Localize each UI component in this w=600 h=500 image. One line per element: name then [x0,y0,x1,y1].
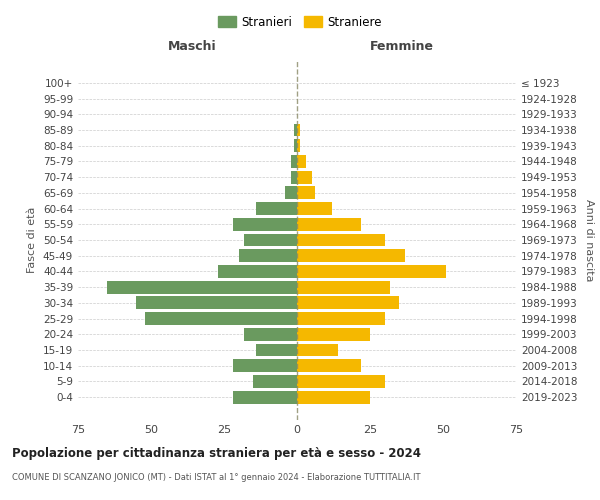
Bar [286,186,297,200]
Bar [297,250,405,262]
Bar [297,390,370,404]
Bar [297,124,300,136]
Bar [256,202,297,215]
Y-axis label: Anni di nascita: Anni di nascita [584,198,594,281]
Bar [297,296,399,310]
Bar [136,296,297,310]
Bar [294,139,297,152]
Bar [297,312,385,325]
Bar [297,265,446,278]
Bar [297,155,306,168]
Y-axis label: Fasce di età: Fasce di età [28,207,37,273]
Bar [297,139,300,152]
Bar [233,390,297,404]
Bar [297,202,332,215]
Bar [297,375,385,388]
Text: Popolazione per cittadinanza straniera per età e sesso - 2024: Popolazione per cittadinanza straniera p… [12,448,421,460]
Bar [218,265,297,278]
Text: Femmine: Femmine [370,40,434,53]
Bar [297,218,361,230]
Bar [145,312,297,325]
Bar [297,186,314,200]
Bar [297,344,338,356]
Bar [297,170,311,183]
Bar [253,375,297,388]
Bar [239,250,297,262]
Bar [294,124,297,136]
Bar [291,170,297,183]
Bar [244,328,297,341]
Bar [107,280,297,293]
Bar [297,360,361,372]
Bar [297,234,385,246]
Bar [256,344,297,356]
Text: COMUNE DI SCANZANO JONICO (MT) - Dati ISTAT al 1° gennaio 2024 - Elaborazione TU: COMUNE DI SCANZANO JONICO (MT) - Dati IS… [12,472,421,482]
Bar [233,360,297,372]
Text: Maschi: Maschi [167,40,216,53]
Bar [297,280,391,293]
Legend: Stranieri, Straniere: Stranieri, Straniere [213,11,387,34]
Bar [291,155,297,168]
Bar [244,234,297,246]
Bar [297,328,370,341]
Bar [233,218,297,230]
